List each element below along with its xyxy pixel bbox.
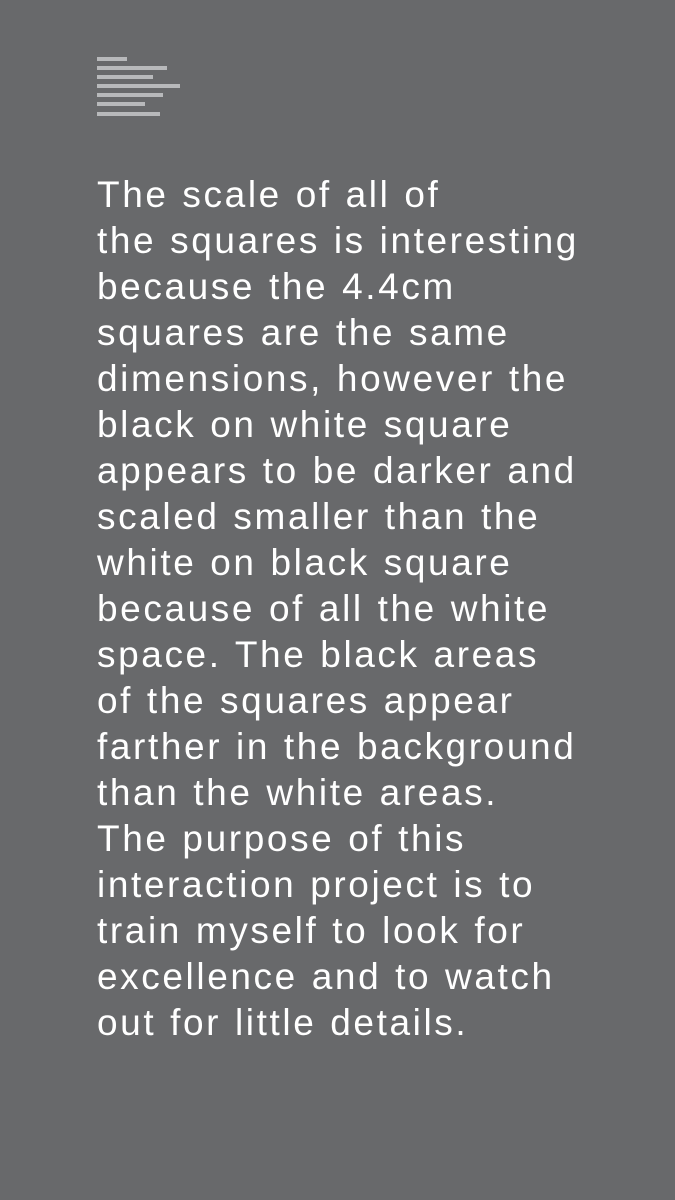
paragraph-line: than the white areas.: [97, 772, 499, 813]
paragraph-line: because the 4.4cm: [97, 266, 456, 307]
paragraph-line: train myself to look for: [97, 910, 526, 951]
paragraph-line: scaled smaller than the: [97, 496, 541, 537]
paragraph-line: white on black square: [97, 542, 513, 583]
paragraph-line: The purpose of this: [97, 818, 467, 859]
paragraph-line: of the squares appear: [97, 680, 515, 721]
paragraph-line: the squares is interesting: [97, 220, 579, 261]
paragraph-line: squares are the same: [97, 312, 510, 353]
paragraph-line: because of all the white: [97, 588, 551, 629]
paragraph-line: out for little details.: [97, 1002, 469, 1043]
paragraph-line: dimensions, however the: [97, 358, 569, 399]
paragraph-line: black on white square: [97, 404, 513, 445]
paragraph-line: excellence and to watch: [97, 956, 555, 997]
paragraph-line: appears to be darker and: [97, 450, 577, 491]
body-paragraph: The scale of all of the squares is inter…: [97, 172, 657, 1046]
paragraph-line: The scale of all of: [97, 174, 441, 215]
paragraph-line: space. The black areas: [97, 634, 540, 675]
paragraph-line: farther in the background: [97, 726, 577, 767]
text-lines-menu-icon[interactable]: [97, 57, 187, 123]
paragraph-line: interaction project is to: [97, 864, 536, 905]
text-lines-icon-graphic: [97, 57, 180, 116]
